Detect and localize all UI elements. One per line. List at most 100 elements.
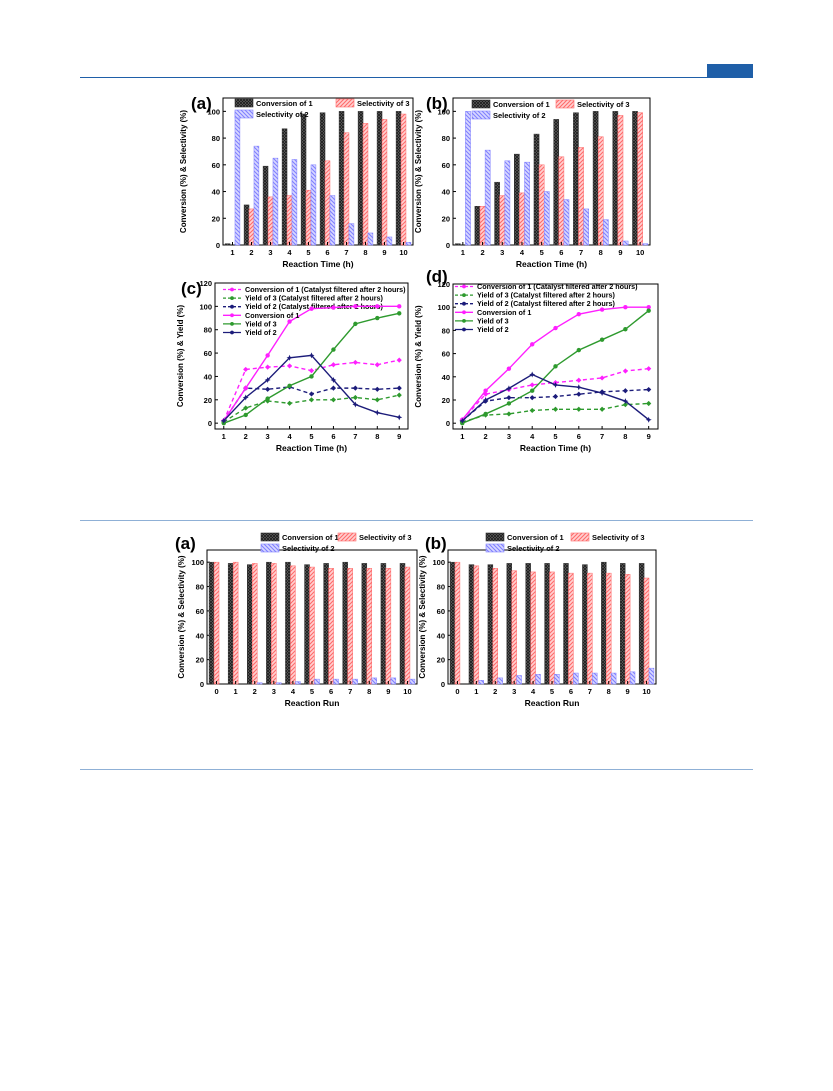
x-axis-title: Reaction Time (h) bbox=[276, 443, 347, 453]
legend-swatch bbox=[485, 532, 505, 542]
bar-conv bbox=[544, 563, 550, 685]
bar-conv bbox=[525, 563, 531, 685]
data-point bbox=[575, 384, 582, 391]
bar-sel2 bbox=[314, 678, 320, 685]
data-point bbox=[330, 362, 337, 368]
legend-swatch bbox=[471, 110, 491, 120]
data-point bbox=[352, 359, 358, 366]
header-rule bbox=[80, 77, 753, 78]
y-tick-label: 60 bbox=[442, 350, 450, 359]
x-tick-label: 9 bbox=[382, 248, 386, 257]
bar-conv bbox=[247, 564, 253, 685]
bar-sel2 bbox=[386, 236, 393, 246]
bar-conv bbox=[612, 111, 619, 246]
legend-label: Yield of 2 bbox=[477, 325, 509, 334]
y-tick-label: 0 bbox=[441, 680, 445, 689]
data-point bbox=[482, 397, 489, 403]
x-tick-label: 5 bbox=[309, 432, 313, 441]
data-point bbox=[459, 417, 466, 424]
data-point bbox=[308, 397, 315, 403]
data-point bbox=[264, 376, 271, 383]
data-point bbox=[599, 307, 605, 312]
data-point bbox=[243, 385, 248, 391]
x-tick-label: 4 bbox=[520, 248, 525, 257]
legend-marker bbox=[230, 313, 234, 318]
data-point bbox=[308, 391, 315, 397]
legend-label: Yield of 3 bbox=[245, 319, 277, 328]
bar-sel2 bbox=[465, 111, 471, 246]
figure-separator-rule bbox=[80, 769, 753, 770]
x-tick-label: 9 bbox=[386, 687, 390, 696]
y-tick-label: 20 bbox=[196, 656, 204, 665]
bar-sel2 bbox=[253, 145, 260, 246]
legend-marker bbox=[230, 330, 234, 335]
data-point bbox=[622, 388, 628, 394]
bar-conv bbox=[494, 181, 500, 246]
data-point bbox=[374, 362, 380, 368]
bar-sel2 bbox=[234, 111, 241, 246]
x-tick-label: 6 bbox=[577, 432, 581, 441]
y-tick-label: 100 bbox=[207, 107, 220, 116]
data-point bbox=[243, 366, 249, 373]
data-point bbox=[374, 409, 381, 416]
x-tick-label: 1 bbox=[461, 248, 465, 257]
legend-label: Yield of 3 (Catalyst filtered after 2 ho… bbox=[245, 294, 384, 303]
bar-sel3 bbox=[347, 568, 353, 685]
legend-swatch bbox=[234, 98, 254, 108]
legend-marker bbox=[462, 293, 466, 297]
y-axis-title: Conversion (%) & Yield (%) bbox=[176, 305, 185, 408]
data-point bbox=[553, 364, 558, 369]
data-point bbox=[397, 304, 402, 309]
panel-label: (a) bbox=[175, 534, 196, 553]
data-point bbox=[483, 411, 488, 417]
data-point bbox=[552, 381, 559, 388]
y-tick-label: 60 bbox=[212, 161, 220, 170]
data-point bbox=[243, 412, 248, 418]
legend-label: Selectivity of 3 bbox=[357, 99, 410, 108]
data-point bbox=[352, 401, 359, 408]
y-tick-label: 20 bbox=[442, 214, 450, 223]
data-point bbox=[622, 368, 628, 374]
data-point bbox=[623, 305, 628, 310]
x-tick-label: 1 bbox=[230, 248, 234, 257]
x-tick-label: 4 bbox=[291, 687, 296, 696]
bar-sel3 bbox=[251, 563, 258, 685]
data-point bbox=[599, 337, 605, 342]
legend-marker bbox=[230, 287, 234, 292]
data-point bbox=[286, 363, 293, 369]
bar-conv bbox=[468, 564, 475, 685]
bar-sel2 bbox=[291, 159, 298, 246]
data-point bbox=[265, 353, 270, 358]
y-tick-label: 20 bbox=[442, 396, 450, 405]
bar-sel3 bbox=[538, 164, 545, 246]
bar-conv bbox=[262, 165, 269, 246]
data-point bbox=[308, 368, 315, 374]
bar-conv bbox=[380, 563, 387, 685]
bar-sel2 bbox=[603, 219, 609, 246]
legend-label: Selectivity of 2 bbox=[493, 111, 546, 120]
y-tick-label: 20 bbox=[204, 396, 212, 405]
bar-sel3 bbox=[597, 136, 604, 246]
y-axis-title: Conversion (%) & Selectivity (%) bbox=[418, 555, 427, 678]
x-tick-label: 9 bbox=[618, 248, 622, 257]
data-point bbox=[396, 392, 402, 398]
bar-conv bbox=[243, 204, 250, 246]
bar-sel2 bbox=[276, 682, 282, 685]
bar-sel3 bbox=[271, 563, 277, 685]
y-tick-label: 0 bbox=[208, 419, 212, 428]
data-point bbox=[576, 391, 582, 397]
chart-fig1d: 0 20 40 60 80 100 120 1 2 3 4 5 6 7 8 9 Conversion of 1 … bbox=[414, 267, 659, 453]
legend-swatch bbox=[555, 99, 575, 109]
y-tick-label: 120 bbox=[437, 280, 450, 289]
x-axis-title: Reaction Time (h) bbox=[516, 259, 587, 269]
chart-fig1c: 0 20 40 60 80 100 120 1 2 3 4 5 6 7 8 9 Conversion of 1 … bbox=[176, 279, 409, 453]
x-tick-label: 4 bbox=[530, 432, 535, 441]
chart-fig2b: 0 20 40 60 80 100 0 1 2 3 4 5 6 7 8 9 10 Reaction Run Conv… bbox=[418, 532, 657, 708]
data-point bbox=[375, 304, 380, 309]
y-tick-label: 0 bbox=[216, 241, 220, 250]
data-point bbox=[576, 347, 581, 353]
bar-sel2 bbox=[390, 677, 397, 685]
legend-label: Conversion of 1 bbox=[256, 99, 313, 108]
bar-sel2 bbox=[272, 157, 279, 246]
legend-label: Selectivity of 2 bbox=[507, 544, 560, 553]
